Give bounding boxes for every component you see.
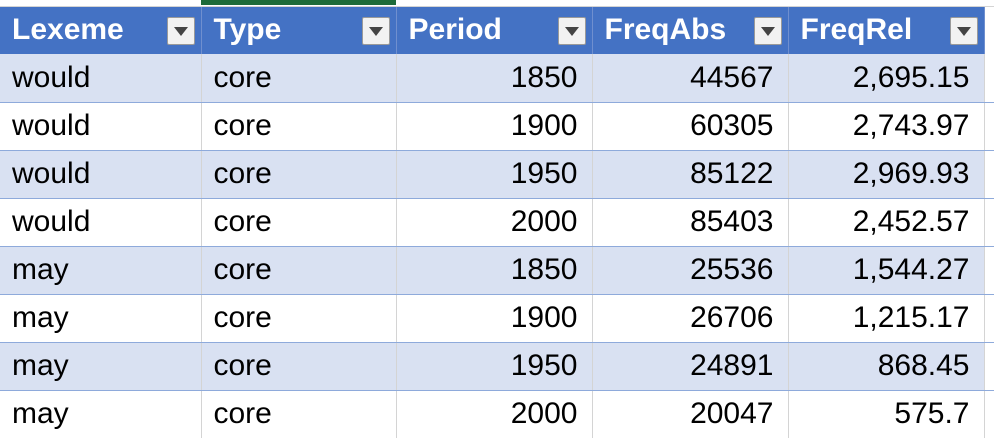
cell-freqrel[interactable]: 575.7: [788, 390, 985, 438]
header-label-lexeme: Lexeme: [12, 13, 124, 46]
cell-lexeme[interactable]: may: [0, 294, 202, 343]
cell-freqabs[interactable]: 85122: [592, 150, 789, 199]
cell-period[interactable]: 1850: [396, 54, 593, 103]
cell-freqabs[interactable]: 44567: [592, 54, 789, 103]
dropdown-arrow-icon: [564, 27, 579, 36]
data-table: Lexeme Type Period: [0, 7, 994, 438]
previous-row-edge: [0, 0, 994, 7]
cell-lexeme[interactable]: would: [0, 198, 202, 247]
cell-freqrel[interactable]: 1,544.27: [788, 246, 985, 295]
cell-freqrel[interactable]: 1,215.17: [788, 294, 985, 343]
cell-period[interactable]: 1900: [396, 102, 593, 151]
cell-type[interactable]: core: [201, 342, 397, 391]
cell-offscreen: [984, 102, 994, 151]
dropdown-arrow-icon: [173, 27, 188, 36]
header-cell-offscreen: [984, 7, 994, 54]
header-row: Lexeme Type Period: [0, 7, 994, 54]
cell-offscreen: [984, 54, 994, 103]
cell-freqabs[interactable]: 60305: [592, 102, 789, 151]
table-row: may core 1850 25536 1,544.27: [0, 246, 994, 295]
cell-offscreen: [984, 150, 994, 199]
selected-column-indicator: [201, 0, 396, 5]
table-row: would core 2000 85403 2,452.57: [0, 198, 994, 247]
cell-offscreen: [984, 246, 994, 295]
cell-lexeme[interactable]: would: [0, 150, 202, 199]
filter-dropdown-type[interactable]: [361, 17, 390, 45]
header-label-type: Type: [213, 13, 282, 46]
cell-period[interactable]: 1900: [396, 294, 593, 343]
cell-type[interactable]: core: [201, 198, 397, 247]
header-cell-freqabs[interactable]: FreqAbs: [592, 7, 789, 54]
header-cell-lexeme[interactable]: Lexeme: [0, 7, 202, 54]
header-cell-type[interactable]: Type: [201, 7, 397, 54]
cell-lexeme[interactable]: may: [0, 390, 202, 438]
cell-freqabs[interactable]: 20047: [592, 390, 789, 438]
cell-freqrel[interactable]: 2,695.15: [788, 54, 985, 103]
header-label-freqabs: FreqAbs: [604, 13, 727, 46]
cell-offscreen: [984, 294, 994, 343]
cell-lexeme[interactable]: would: [0, 54, 202, 103]
table-row: may core 1900 26706 1,215.17: [0, 294, 994, 343]
cell-lexeme[interactable]: may: [0, 246, 202, 295]
cell-freqabs[interactable]: 25536: [592, 246, 789, 295]
header-label-freqrel: FreqRel: [800, 13, 913, 46]
cell-freqrel[interactable]: 868.45: [788, 342, 985, 391]
filter-dropdown-lexeme[interactable]: [166, 17, 195, 45]
dropdown-arrow-icon: [760, 27, 775, 36]
cell-lexeme[interactable]: may: [0, 342, 202, 391]
cell-freqabs[interactable]: 85403: [592, 198, 789, 247]
header-cell-period[interactable]: Period: [396, 7, 593, 54]
cell-period[interactable]: 2000: [396, 390, 593, 438]
cell-period[interactable]: 1850: [396, 246, 593, 295]
table-row: may core 1950 24891 868.45: [0, 342, 994, 391]
filter-dropdown-freqrel[interactable]: [949, 17, 978, 45]
cell-freqabs[interactable]: 26706: [592, 294, 789, 343]
cell-freqrel[interactable]: 2,969.93: [788, 150, 985, 199]
cell-offscreen: [984, 342, 994, 391]
cell-freqrel[interactable]: 2,743.97: [788, 102, 985, 151]
filter-dropdown-freqabs[interactable]: [753, 17, 782, 45]
cell-period[interactable]: 1950: [396, 342, 593, 391]
table-row: would core 1900 60305 2,743.97: [0, 102, 994, 151]
cell-offscreen: [984, 198, 994, 247]
cell-offscreen: [984, 390, 994, 438]
cell-lexeme[interactable]: would: [0, 102, 202, 151]
table-row: may core 2000 20047 575.7: [0, 390, 994, 438]
cell-type[interactable]: core: [201, 294, 397, 343]
cell-freqabs[interactable]: 24891: [592, 342, 789, 391]
filter-dropdown-period[interactable]: [557, 17, 586, 45]
header-cell-freqrel[interactable]: FreqRel: [788, 7, 985, 54]
cell-type[interactable]: core: [201, 390, 397, 438]
table-row: would core 1850 44567 2,695.15: [0, 54, 994, 103]
dropdown-arrow-icon: [956, 27, 971, 36]
cell-period[interactable]: 1950: [396, 150, 593, 199]
cell-type[interactable]: core: [201, 150, 397, 199]
cell-period[interactable]: 2000: [396, 198, 593, 247]
cell-type[interactable]: core: [201, 246, 397, 295]
cell-type[interactable]: core: [201, 102, 397, 151]
cell-type[interactable]: core: [201, 54, 397, 103]
dropdown-arrow-icon: [368, 27, 383, 36]
cell-freqrel[interactable]: 2,452.57: [788, 198, 985, 247]
header-label-period: Period: [408, 13, 502, 46]
table-row: would core 1950 85122 2,969.93: [0, 150, 994, 199]
